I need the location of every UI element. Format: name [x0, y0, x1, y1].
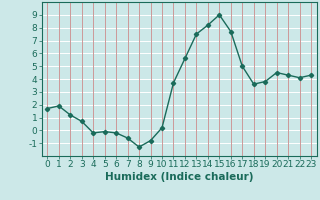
X-axis label: Humidex (Indice chaleur): Humidex (Indice chaleur)	[105, 172, 253, 182]
